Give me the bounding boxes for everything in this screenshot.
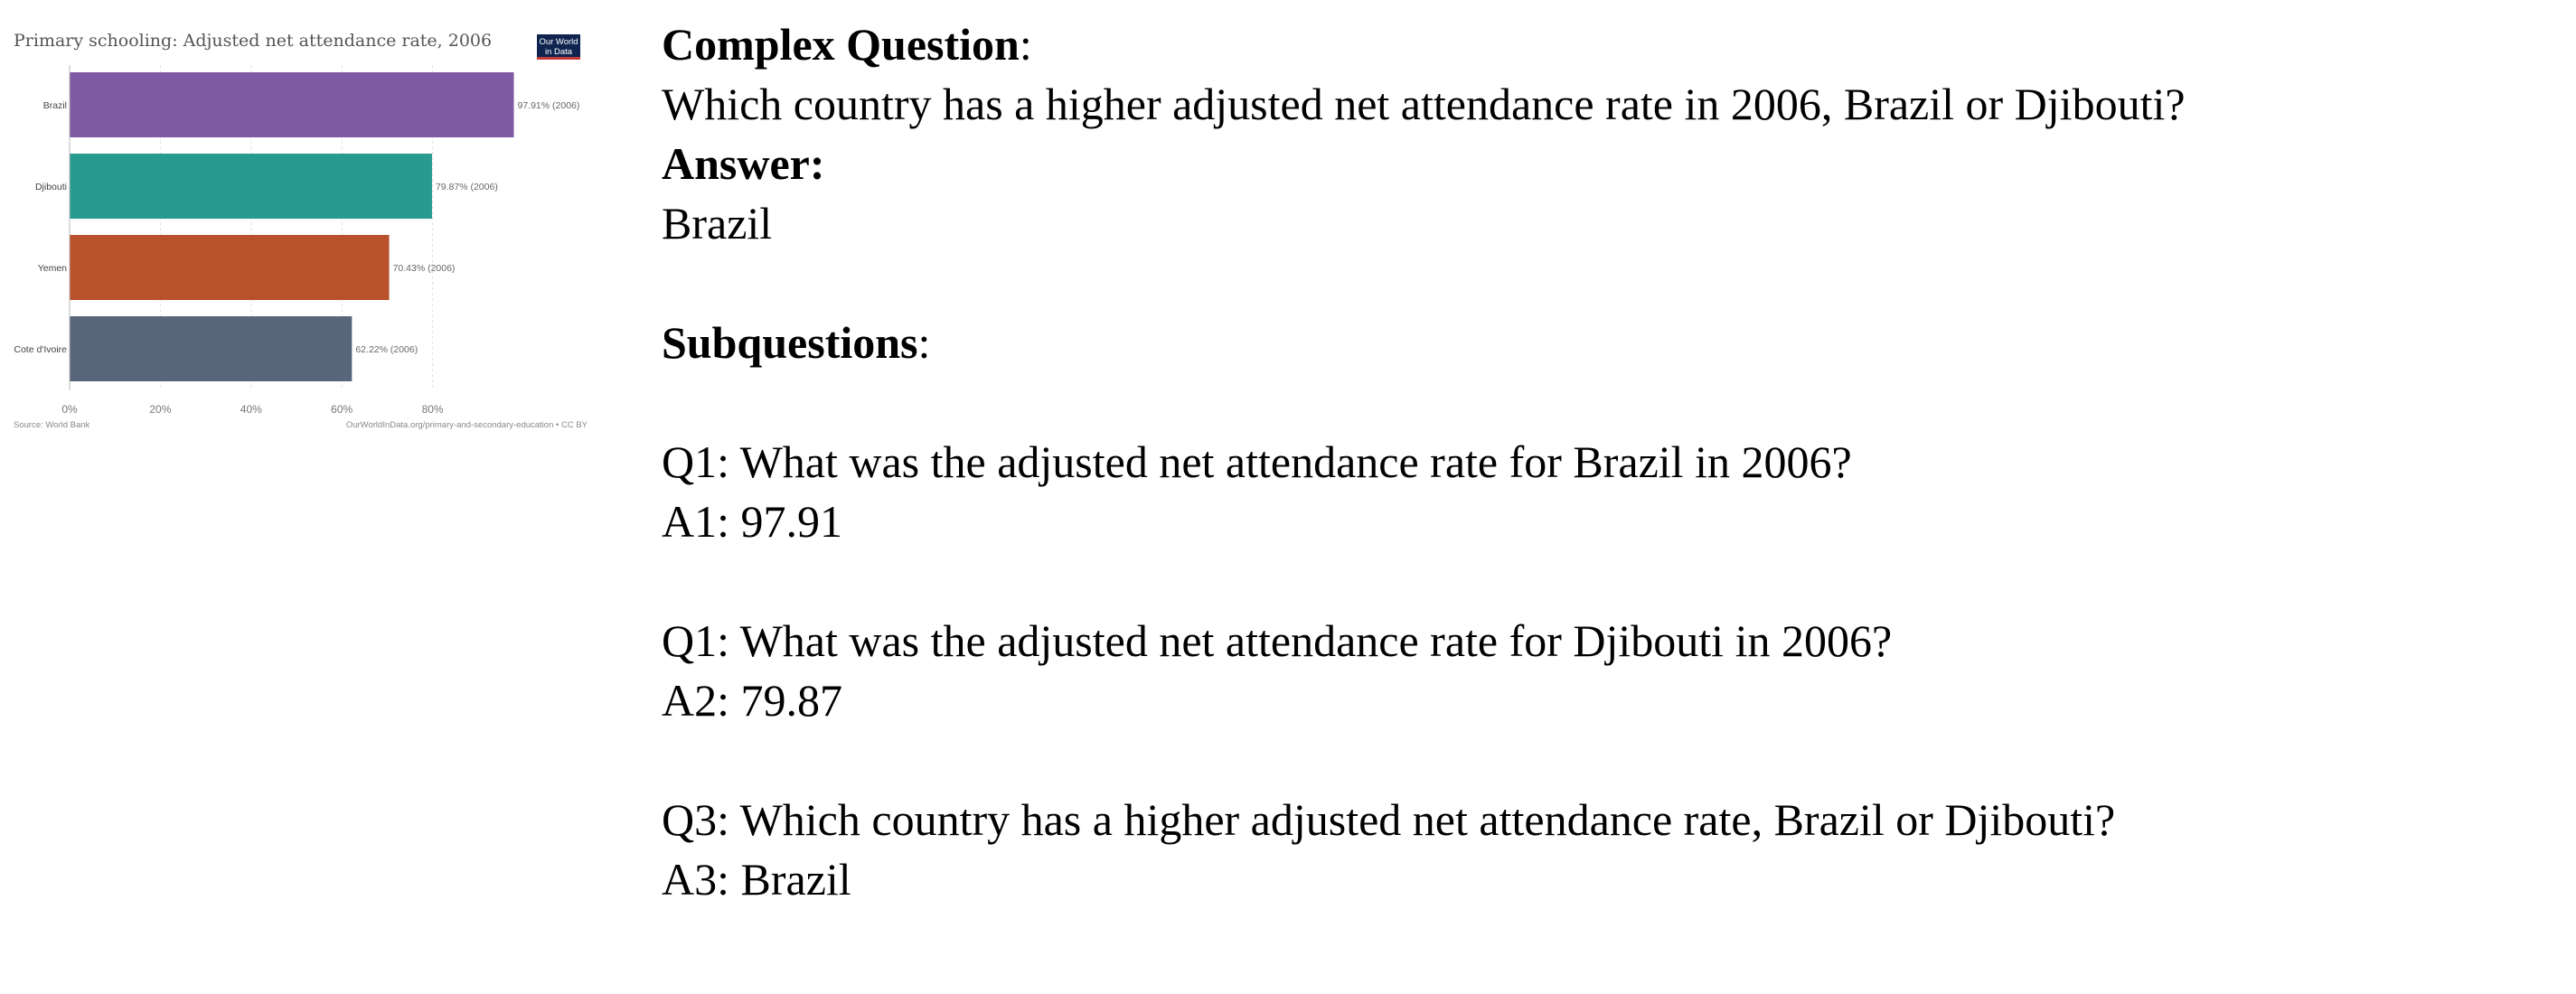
data-label: 97.91% (2006): [518, 100, 580, 111]
subquestions-heading-line: Subquestions:: [662, 313, 2542, 372]
qa-text: Complex Question: Which country has a hi…: [662, 14, 2542, 909]
subquestion-2: Q1: What was the adjusted net attendance…: [662, 615, 1893, 666]
subanswer-1: A1: 97.91: [662, 496, 842, 547]
data-label: 79.87% (2006): [436, 182, 498, 192]
chart-source: Source: World Bank: [14, 420, 90, 430]
bar: [70, 316, 353, 381]
data-label: 62.22% (2006): [355, 344, 418, 355]
answer-heading-line: Answer:: [662, 134, 2542, 193]
subquestion-1: Q1: What was the adjusted net attendance…: [662, 436, 1852, 487]
complex-question: Which country has a higher adjusted net …: [662, 79, 2186, 129]
bar: [70, 235, 390, 300]
spacer: [662, 730, 2542, 790]
logo-text-line2: in Data: [544, 47, 573, 57]
category-label: Brazil: [43, 100, 67, 111]
spacer: [662, 253, 2542, 313]
spacer: [662, 372, 2542, 432]
x-tick-label: 60%: [331, 403, 353, 416]
subanswer-3: A3: Brazil: [662, 854, 851, 905]
x-tick-label: 0%: [61, 403, 78, 416]
chart-title: Primary schooling: Adjusted net attendan…: [14, 31, 493, 51]
answer: Brazil: [662, 198, 773, 248]
category-label: Cote d'Ivoire: [14, 344, 67, 355]
complex-question-heading-line: Complex Question:: [662, 14, 2542, 74]
chart-url: OurWorldInData.org/primary-and-secondary…: [345, 420, 588, 430]
complex-question-heading: Complex Question: [662, 19, 1020, 70]
subquestion-3: Q3: Which country has a higher adjusted …: [662, 794, 2116, 845]
data-label: 70.43% (2006): [393, 263, 456, 274]
category-label: Djibouti: [35, 182, 67, 192]
bar: [70, 72, 514, 137]
bar: [70, 154, 432, 219]
x-tick-label: 40%: [240, 403, 262, 416]
subquestions-colon: :: [917, 317, 931, 368]
subanswer-2: A2: 79.87: [662, 675, 842, 726]
x-tick-label: 20%: [149, 403, 171, 416]
owid-logo: Our World in Data: [537, 34, 580, 60]
logo-text-line1: Our World: [539, 37, 578, 47]
bar-chart: 0% 20% 40% 60% 80% Brazil 97.91% (2006) Djibout…: [14, 65, 580, 416]
category-label: Yemen: [38, 263, 67, 274]
spacer: [662, 551, 2542, 611]
chart-panel: Primary schooling: Adjusted net attendan…: [0, 0, 597, 443]
x-tick-label: 80%: [422, 403, 444, 416]
complex-question-colon: :: [1019, 19, 1032, 70]
answer-heading: Answer:: [662, 138, 825, 189]
subquestions-heading: Subquestions: [662, 317, 918, 368]
